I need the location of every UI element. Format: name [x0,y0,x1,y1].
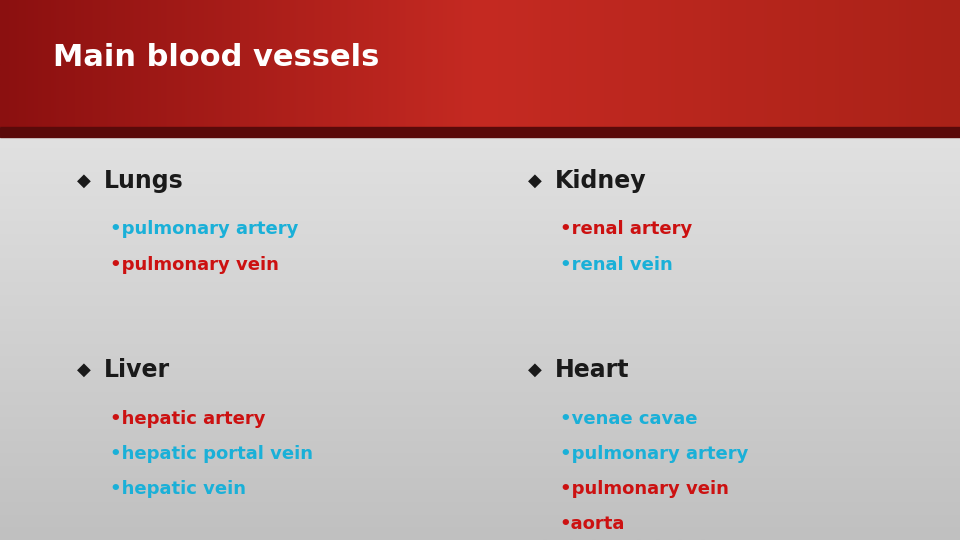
Text: Lungs: Lungs [104,169,183,193]
Text: •hepatic artery: •hepatic artery [110,409,266,428]
Text: •renal vein: •renal vein [560,255,672,274]
Text: Kidney: Kidney [555,169,646,193]
Text: ◆: ◆ [77,172,90,190]
Text: Heart: Heart [555,358,630,382]
Bar [0,127,960,137]
Text: •pulmonary artery: •pulmonary artery [110,220,299,239]
Text: •pulmonary artery: •pulmonary artery [560,444,748,463]
Text: •pulmonary vein: •pulmonary vein [110,255,279,274]
Text: •hepatic portal vein: •hepatic portal vein [110,444,313,463]
Text: ◆: ◆ [528,361,541,379]
Text: ◆: ◆ [77,361,90,379]
Text: Liver: Liver [104,358,170,382]
Text: •aorta: •aorta [560,515,625,533]
Text: •venae cavae: •venae cavae [560,409,697,428]
Text: ◆: ◆ [528,172,541,190]
Text: Main blood vessels: Main blood vessels [53,43,379,72]
Text: •renal artery: •renal artery [560,220,692,239]
Text: •pulmonary vein: •pulmonary vein [560,480,729,498]
Text: •hepatic vein: •hepatic vein [110,480,247,498]
